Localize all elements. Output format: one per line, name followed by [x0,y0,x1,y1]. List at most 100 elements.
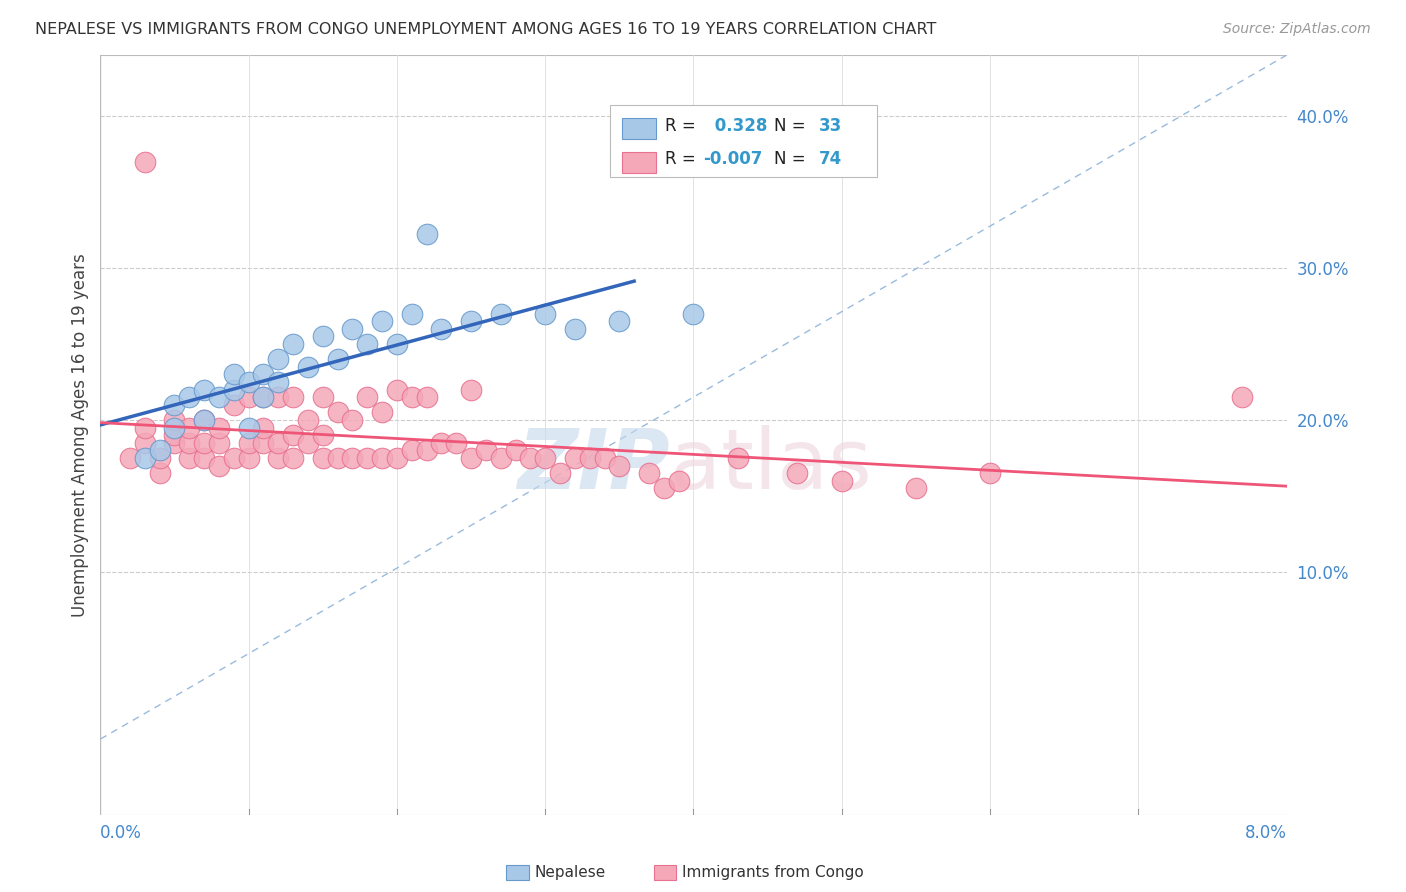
Point [548,466,571,480]
Point [238,390,260,404]
Point [356,337,378,351]
Point [267,435,290,450]
Point [252,390,274,404]
Point [238,375,260,389]
Point [979,466,1001,480]
Point [564,450,586,465]
Point [252,368,274,382]
Text: atlas: atlas [669,425,872,506]
Y-axis label: Unemployment Among Ages 16 to 19 years: Unemployment Among Ages 16 to 19 years [72,253,89,617]
Point [193,413,215,427]
Point [460,450,482,465]
Point [179,420,201,434]
Text: 0.328: 0.328 [709,117,768,135]
Point [222,450,245,465]
Text: ZIP: ZIP [517,425,669,506]
Point [163,435,186,450]
Point [222,383,245,397]
Point [193,413,215,427]
Text: NEPALESE VS IMMIGRANTS FROM CONGO UNEMPLOYMENT AMONG AGES 16 TO 19 YEARS CORRELA: NEPALESE VS IMMIGRANTS FROM CONGO UNEMPL… [35,22,936,37]
Point [149,443,172,458]
Point [682,306,704,320]
Point [460,383,482,397]
Text: Source: ZipAtlas.com: Source: ZipAtlas.com [1223,22,1371,37]
Point [430,322,453,336]
Point [519,450,541,465]
Text: N =: N = [775,150,806,169]
Point [281,428,304,442]
Point [401,306,423,320]
Point [297,359,319,374]
Point [281,337,304,351]
Point [193,450,215,465]
Point [149,450,172,465]
Point [607,314,630,328]
Point [904,481,927,495]
Point [534,306,557,320]
Point [267,375,290,389]
Point [252,435,274,450]
Point [564,322,586,336]
Point [252,390,274,404]
FancyBboxPatch shape [610,104,877,177]
Point [238,420,260,434]
Point [163,428,186,442]
Point [267,390,290,404]
Text: 0.0%: 0.0% [100,824,142,842]
Point [385,450,408,465]
Text: Immigrants from Congo: Immigrants from Congo [682,865,863,880]
Point [208,458,231,473]
Point [193,383,215,397]
Point [342,322,364,336]
Point [1230,390,1253,404]
Point [638,466,661,480]
Point [179,390,201,404]
Point [401,390,423,404]
Text: 74: 74 [820,150,842,169]
Point [297,435,319,450]
Bar [623,152,655,173]
Point [415,443,437,458]
Point [371,405,394,419]
Text: Nepalese: Nepalese [534,865,606,880]
Point [134,420,156,434]
Point [163,413,186,427]
Point [668,474,690,488]
Point [385,383,408,397]
Point [489,450,512,465]
Point [222,368,245,382]
Point [342,450,364,465]
Point [831,474,853,488]
Point [163,398,186,412]
Point [312,329,335,343]
Point [179,450,201,465]
Text: N =: N = [775,117,806,135]
Point [430,435,453,450]
Point [401,443,423,458]
Point [281,450,304,465]
Point [297,413,319,427]
Point [208,390,231,404]
Point [356,450,378,465]
Bar [623,119,655,139]
Point [505,443,527,458]
Point [607,458,630,473]
Point [134,154,156,169]
Point [534,450,557,465]
Text: R =: R = [665,117,696,135]
Point [371,450,394,465]
Point [281,390,304,404]
Point [134,435,156,450]
Point [326,450,349,465]
Point [208,420,231,434]
Text: 8.0%: 8.0% [1244,824,1286,842]
Point [149,466,172,480]
Point [118,450,141,465]
Point [163,420,186,434]
Point [238,450,260,465]
Point [312,450,335,465]
Point [193,435,215,450]
Point [727,450,749,465]
Point [356,390,378,404]
Point [371,314,394,328]
